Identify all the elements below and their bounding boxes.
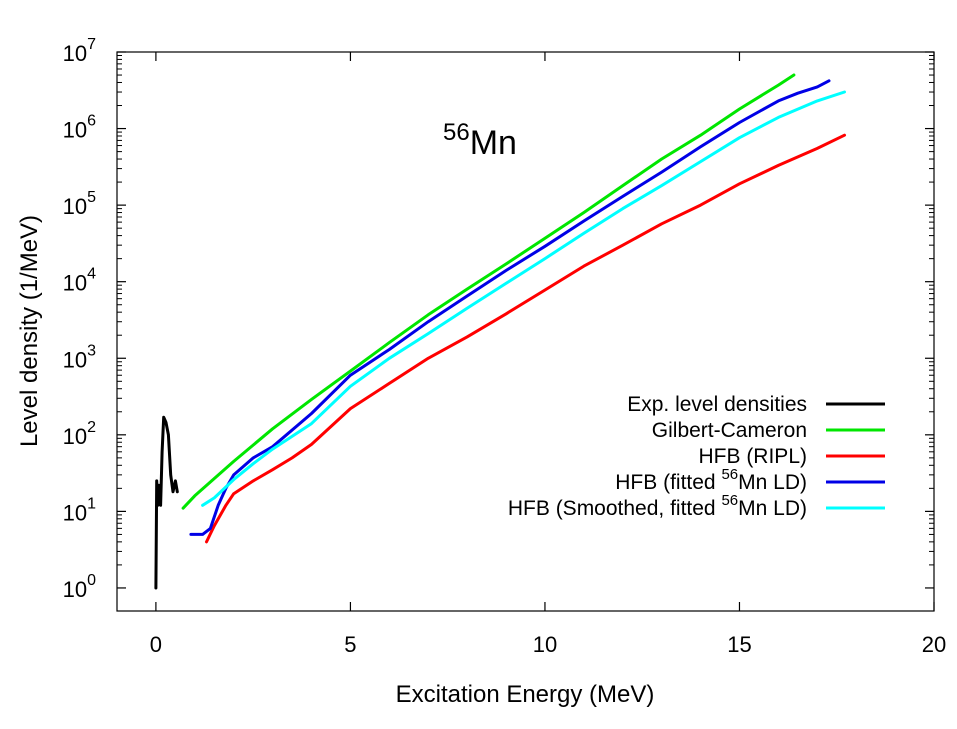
legend-label: Gilbert-Cameron [652,419,807,442]
y-axis-title: Level density (1/MeV) [16,215,43,447]
x-tick-label: 15 [727,632,751,657]
y-tick-exponent: 3 [87,342,96,359]
y-tick-label: 104 [63,266,96,296]
y-tick-label: 100 [63,572,96,602]
x-tick-label: 20 [922,632,946,657]
legend-label: Exp. level densities [627,393,807,416]
legend-label-text: HFB (Smoothed, fitted [508,497,722,520]
legend-label: HFB (RIPL) [698,445,807,468]
y-tick-label: 105 [63,189,96,219]
legend-label-suffix: Mn LD) [738,471,807,494]
x-tick-label: 10 [533,632,557,657]
series-line-hfb-ripl [205,133,846,544]
legend-label: HFB (Smoothed, fitted 56Mn LD) [508,492,807,520]
x-tick-label: 0 [150,632,162,657]
y-tick-base: 10 [63,118,87,143]
y-tick-label: 102 [63,419,96,449]
legend-label-text: HFB (RIPL) [698,445,807,468]
legend-label-suffix: Mn LD) [738,497,807,520]
x-axis-title: Excitation Energy (MeV) [396,681,655,708]
y-tick-base: 10 [63,424,87,449]
series-line-hfb-fitted-56mn-ld [189,79,831,536]
y-tick-label: 101 [63,495,96,525]
x-tick-label: 5 [344,632,356,657]
y-tick-base: 10 [63,194,87,219]
series-line-gilbert-cameron [181,73,796,510]
y-tick-exponent: 5 [87,189,96,206]
y-tick-base: 10 [63,41,87,66]
legend-label: HFB (fitted 56Mn LD) [615,466,807,494]
y-tick-exponent: 2 [87,419,96,436]
y-tick-label: 103 [63,342,96,372]
legend-label-text: HFB (fitted [615,471,721,494]
nuclide-mass-number: 56 [443,119,470,146]
legend-label-text: Gilbert-Cameron [652,419,807,442]
legend: Exp. level densities Gilbert-Cameron HFB (… [508,393,885,520]
nuclide-element: Mn [470,124,517,162]
series-line-hfb-smoothed-fitted-56mn-ld [201,90,846,507]
series-layer [154,73,846,590]
y-tick-base: 10 [63,347,87,372]
plot-frame [116,51,935,612]
y-tick-base: 10 [63,500,87,525]
legend-label-superscript: 56 [721,466,738,483]
y-tick-exponent: 7 [87,36,96,53]
y-tick-exponent: 4 [87,266,96,283]
y-tick-label: 106 [63,113,96,143]
y-tick-label: 107 [63,36,96,66]
x-axis-ticks: 0 5 10 15 20 [150,52,946,657]
y-tick-base: 10 [63,577,87,602]
y-tick-base: 10 [63,271,87,296]
y-tick-exponent: 6 [87,113,96,130]
series-line-exp-level-densities [154,415,179,590]
legend-label-text: Exp. level densities [627,393,807,416]
legend-label-superscript: 56 [721,492,738,509]
y-tick-exponent: 0 [87,572,96,589]
nuclide-annotation: 56Mn [443,119,517,162]
y-tick-exponent: 1 [87,495,96,512]
